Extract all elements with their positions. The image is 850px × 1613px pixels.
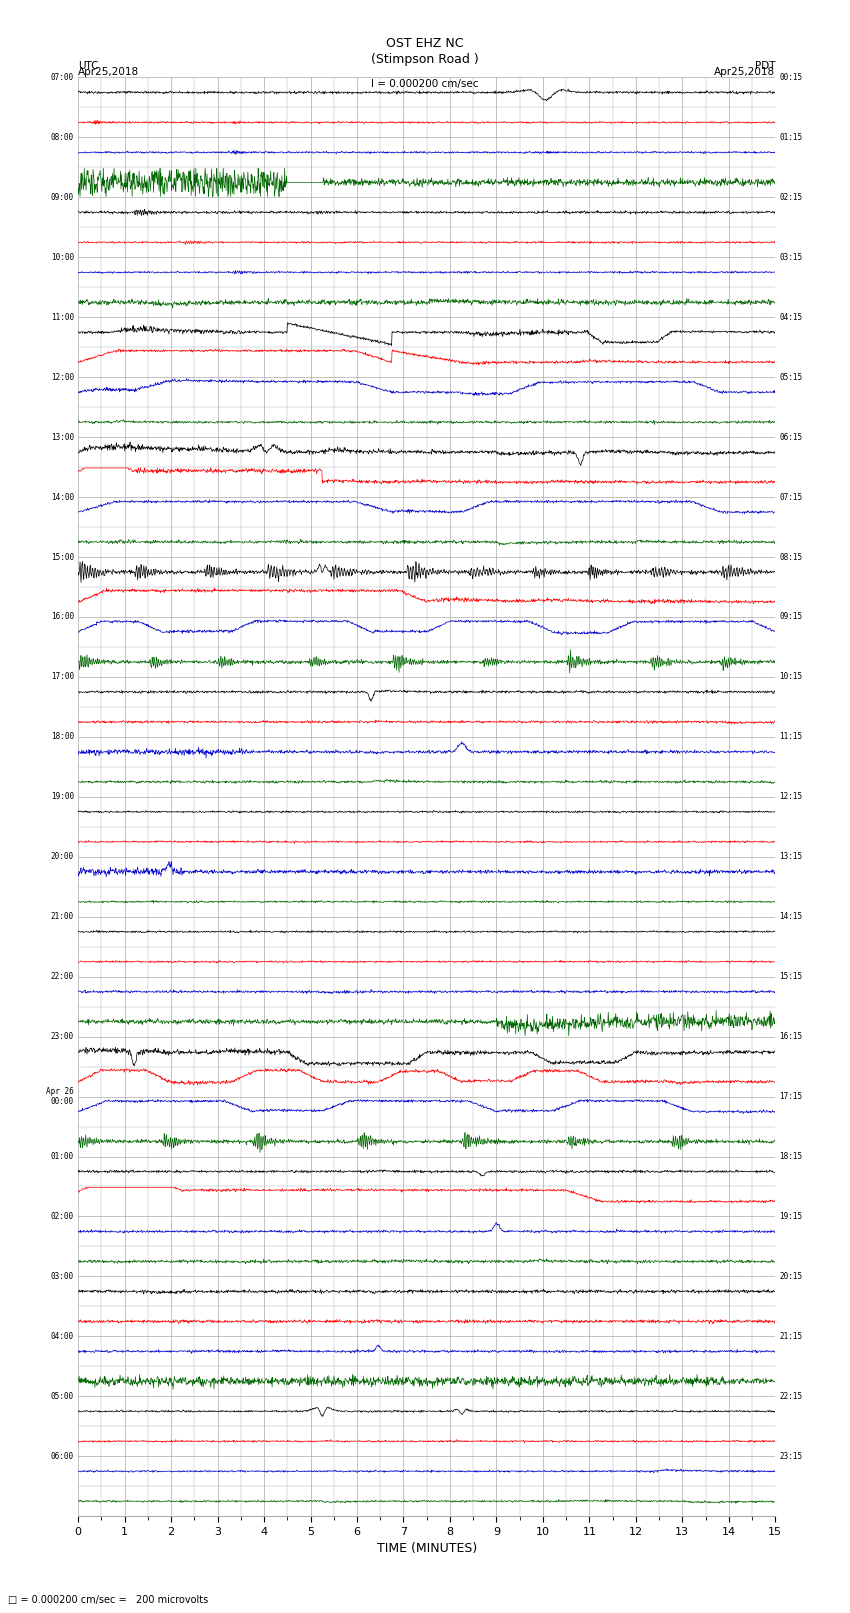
- Text: 05:15: 05:15: [779, 373, 802, 382]
- Text: 00:00: 00:00: [51, 1097, 74, 1107]
- Text: 08:15: 08:15: [779, 553, 802, 561]
- Text: OST EHZ NC: OST EHZ NC: [386, 37, 464, 50]
- Text: 19:15: 19:15: [779, 1211, 802, 1221]
- Text: 01:00: 01:00: [51, 1152, 74, 1161]
- Text: 02:00: 02:00: [51, 1211, 74, 1221]
- Text: 18:00: 18:00: [51, 732, 74, 742]
- Text: 10:15: 10:15: [779, 673, 802, 681]
- Text: 08:00: 08:00: [51, 132, 74, 142]
- Text: 16:15: 16:15: [779, 1032, 802, 1040]
- Text: 21:00: 21:00: [51, 913, 74, 921]
- Text: 07:00: 07:00: [51, 73, 74, 82]
- Text: 09:15: 09:15: [779, 613, 802, 621]
- Text: 06:00: 06:00: [51, 1452, 74, 1461]
- Text: 22:00: 22:00: [51, 973, 74, 981]
- Text: 15:00: 15:00: [51, 553, 74, 561]
- Text: 11:15: 11:15: [779, 732, 802, 742]
- Text: 14:15: 14:15: [779, 913, 802, 921]
- Text: PDT: PDT: [755, 61, 775, 71]
- Text: 22:15: 22:15: [779, 1392, 802, 1400]
- Text: 20:15: 20:15: [779, 1273, 802, 1281]
- Text: 14:00: 14:00: [51, 492, 74, 502]
- Text: 04:00: 04:00: [51, 1332, 74, 1340]
- Text: 03:00: 03:00: [51, 1273, 74, 1281]
- Text: 11:00: 11:00: [51, 313, 74, 321]
- Text: 02:15: 02:15: [779, 194, 802, 202]
- Text: 05:00: 05:00: [51, 1392, 74, 1400]
- Text: Apr 26: Apr 26: [46, 1087, 74, 1097]
- Text: (Stimpson Road ): (Stimpson Road ): [371, 53, 479, 66]
- Text: 07:15: 07:15: [779, 492, 802, 502]
- Text: 12:00: 12:00: [51, 373, 74, 382]
- Text: Apr25,2018: Apr25,2018: [714, 66, 775, 77]
- Text: 01:15: 01:15: [779, 132, 802, 142]
- Text: 04:15: 04:15: [779, 313, 802, 321]
- Text: UTC: UTC: [78, 61, 99, 71]
- Text: 00:15: 00:15: [779, 73, 802, 82]
- Text: 15:15: 15:15: [779, 973, 802, 981]
- Text: 09:00: 09:00: [51, 194, 74, 202]
- Text: 16:00: 16:00: [51, 613, 74, 621]
- Text: 20:00: 20:00: [51, 852, 74, 861]
- Text: 23:00: 23:00: [51, 1032, 74, 1040]
- Text: 23:15: 23:15: [779, 1452, 802, 1461]
- Text: 17:15: 17:15: [779, 1092, 802, 1102]
- X-axis label: TIME (MINUTES): TIME (MINUTES): [377, 1542, 477, 1555]
- Text: 18:15: 18:15: [779, 1152, 802, 1161]
- Text: Apr25,2018: Apr25,2018: [78, 66, 139, 77]
- Text: 19:00: 19:00: [51, 792, 74, 802]
- Text: 12:15: 12:15: [779, 792, 802, 802]
- Text: 10:00: 10:00: [51, 253, 74, 261]
- Text: 13:15: 13:15: [779, 852, 802, 861]
- Text: I = 0.000200 cm/sec: I = 0.000200 cm/sec: [371, 79, 479, 89]
- Text: 06:15: 06:15: [779, 432, 802, 442]
- Text: 17:00: 17:00: [51, 673, 74, 681]
- Text: □ = 0.000200 cm/sec =   200 microvolts: □ = 0.000200 cm/sec = 200 microvolts: [8, 1595, 209, 1605]
- Text: 13:00: 13:00: [51, 432, 74, 442]
- Text: 03:15: 03:15: [779, 253, 802, 261]
- Text: 21:15: 21:15: [779, 1332, 802, 1340]
